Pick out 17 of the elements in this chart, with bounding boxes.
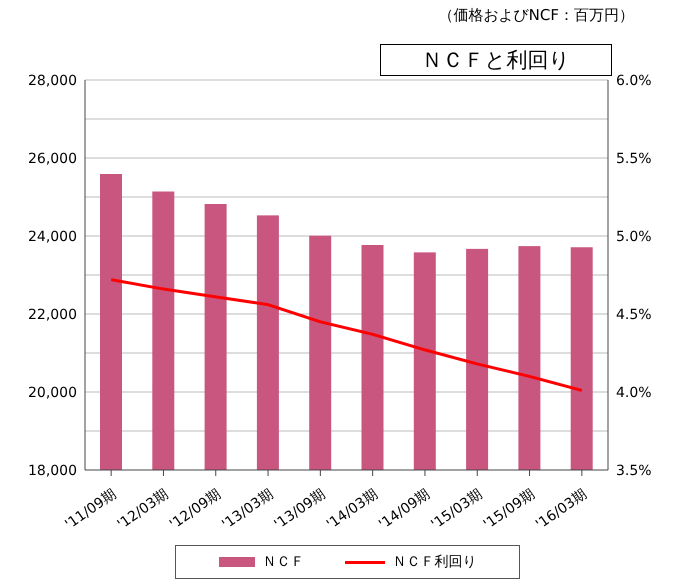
y2-tick-label: 4.0% (616, 384, 652, 401)
y2-tick-label: 6.0% (616, 72, 652, 89)
y-tick-label: 24,000 (28, 228, 77, 245)
legend-label: ＮＣＦ利回り (392, 553, 476, 571)
line-series (110, 278, 584, 392)
y2-tick-label: 3.5% (616, 462, 652, 479)
chart-subtitle: （価格およびNCF：百万円） (438, 6, 634, 25)
y2-tick-label: 4.5% (616, 306, 652, 323)
y-tick-label: 20,000 (28, 384, 77, 401)
y-tick-label: 22,000 (28, 306, 77, 323)
y-tick-label: 26,000 (28, 150, 77, 167)
y2-tick-label: 5.5% (616, 150, 652, 167)
chart-title: ＮＣＦと利回り (380, 44, 612, 76)
y2-tick-label: 5.0% (616, 228, 652, 245)
y-tick-label: 28,000 (28, 72, 77, 89)
y-tick-label: 18,000 (28, 462, 77, 479)
legend-label: ＮＣＦ (262, 553, 304, 571)
